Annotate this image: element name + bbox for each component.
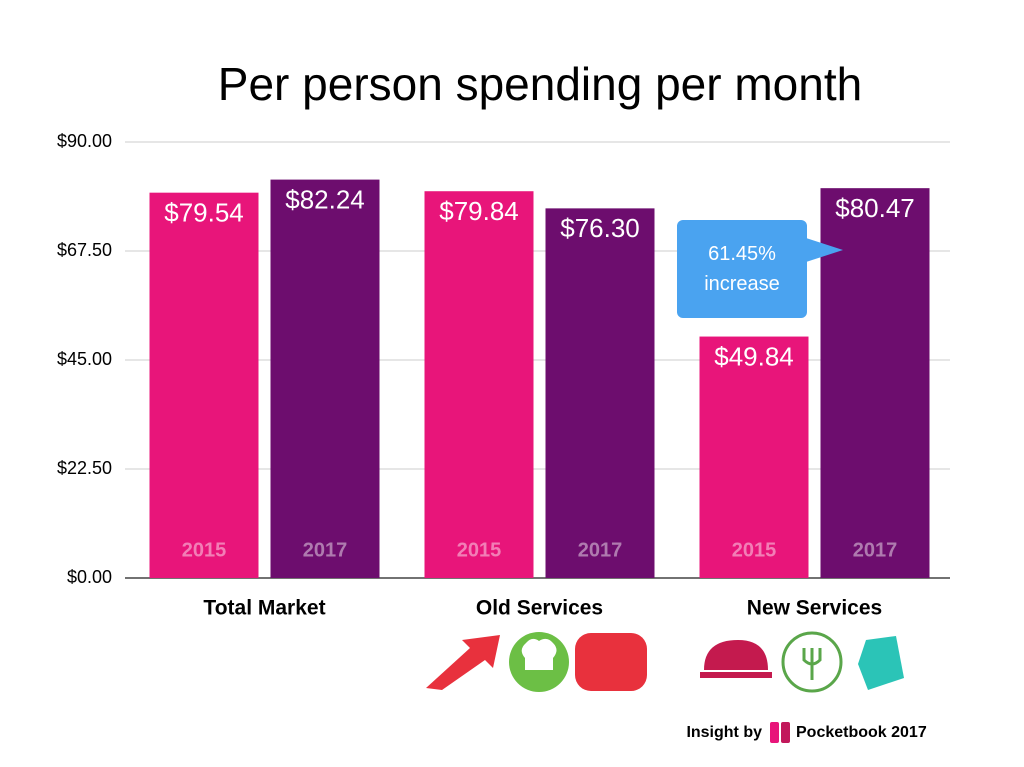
value-label: $79.84 — [439, 196, 519, 226]
annotation: 61.45% increase — [704, 243, 780, 295]
y-tick-label: $22.50 — [57, 458, 112, 478]
bar — [545, 208, 655, 578]
logo-hat-shape — [521, 638, 557, 670]
value-label: $80.47 — [835, 193, 915, 223]
callout-box — [677, 220, 807, 318]
series-label: 2017 — [853, 539, 898, 561]
y-tick-label: $90.00 — [57, 131, 112, 151]
logo-cloche — [704, 640, 768, 670]
series-label: 2015 — [732, 539, 777, 561]
logo-deliveroo — [858, 636, 904, 690]
footer-brand: Pocketbook 2017 — [796, 724, 927, 741]
bar — [270, 179, 380, 578]
callout-pointer — [806, 238, 843, 262]
series-label: 2015 — [457, 539, 502, 561]
y-tick-label: $45.00 — [57, 349, 112, 369]
logo-fork — [781, 631, 843, 693]
x-tick-label: Total Market — [203, 597, 325, 620]
value-label: $76.30 — [560, 213, 640, 243]
series-label: 2017 — [303, 539, 348, 561]
bar — [424, 191, 534, 579]
value-label: $49.84 — [714, 341, 794, 371]
series-label: 2015 — [182, 539, 227, 561]
bar — [699, 336, 809, 578]
y-tick-label: $0.00 — [67, 567, 112, 587]
plot: $0.00 $22.50 $45.00 $67.50 $90.00 Total Marke… — [57, 131, 950, 620]
old-services-logos — [426, 632, 647, 692]
footer-icon — [781, 722, 790, 743]
callout: 61.45% increase — [677, 220, 807, 318]
bar — [149, 192, 259, 578]
new-services-logos — [700, 631, 904, 693]
logo-menulog — [426, 635, 500, 690]
footer-prefix: Insight by — [686, 724, 762, 741]
chart-title: Per person spending per month — [218, 58, 862, 110]
value-label: $82.24 — [285, 184, 365, 214]
value-label: $79.54 — [164, 198, 244, 228]
series-label: 2017 — [578, 539, 623, 561]
y-tick-label: $67.50 — [57, 240, 112, 260]
x-tick-label: New Services — [747, 597, 882, 620]
logo-eatnow — [575, 633, 647, 691]
logo-cloche-base — [700, 672, 772, 678]
bar — [820, 188, 930, 579]
x-tick-label: Old Services — [476, 597, 603, 620]
footer-icon — [770, 722, 779, 743]
logo-fork-shape — [802, 648, 822, 680]
